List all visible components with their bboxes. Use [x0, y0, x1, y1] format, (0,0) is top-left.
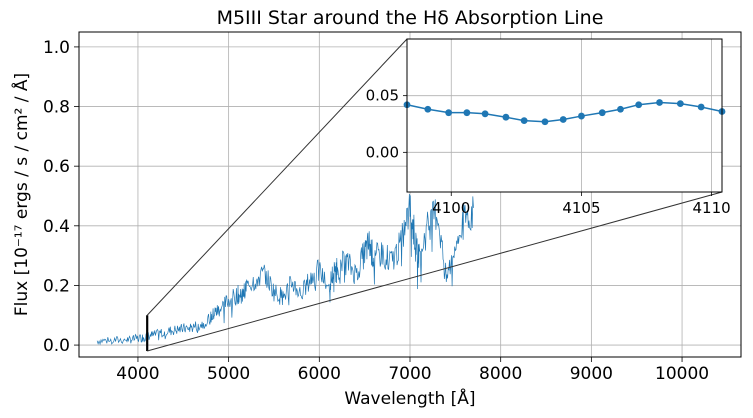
inset-data-point	[481, 110, 489, 118]
x-tick-label: 9000	[570, 364, 613, 384]
y-tick-label: 1.0	[43, 38, 70, 58]
main-ticks: 4000 5000 6000 7000 8000 9000 10000 0.0 0.2 0.4 0.…	[43, 38, 709, 384]
x-tick-label: 10000	[655, 364, 709, 384]
inset-background	[407, 39, 722, 192]
x-tick-label: 7000	[388, 364, 431, 384]
inset-data-point	[424, 105, 432, 113]
inset-data-point	[445, 109, 453, 117]
spectrum-layer	[96, 194, 474, 352]
inset-data-point	[697, 103, 705, 111]
x-tick-label: 4000	[116, 364, 159, 384]
x-tick-label: 6000	[298, 364, 341, 384]
y-axis-label: Flux [10⁻¹⁷ ergs / s / cm² / Å]	[10, 73, 32, 316]
inset-data-point	[541, 118, 549, 126]
y-tick-label: 0.4	[43, 217, 70, 237]
inset-data-point	[635, 101, 643, 109]
x-tick-label: 8000	[479, 364, 522, 384]
inset-y-tick-label: 0.05	[366, 87, 399, 105]
connector-line-top	[146, 38, 408, 316]
plot-frame	[78, 31, 742, 358]
inset-data-point	[559, 116, 567, 123]
x-tick-label: 5000	[207, 364, 250, 384]
inset-plot: 4100 4105 4110 0.00 0.05	[366, 38, 731, 217]
x-axis-label: Wavelength [Å]	[344, 387, 475, 409]
inset-data-point	[463, 109, 471, 117]
inset-data-point	[676, 100, 684, 107]
y-tick-label: 0.8	[43, 98, 70, 118]
inset-x-tick-label: 4110	[692, 199, 730, 217]
inset-x-tick-label: 4100	[432, 199, 470, 217]
inset-x-tick-label: 4105	[562, 199, 600, 217]
inset-data-point	[617, 105, 624, 113]
inset-y-tick-label: 0.00	[366, 143, 399, 161]
inset-data-point	[656, 99, 663, 106]
inset-data-point	[502, 113, 510, 121]
inset-data-point	[598, 109, 606, 117]
connector-line-bottom	[147, 191, 723, 352]
inset-data-point	[520, 117, 528, 124]
chart-title: M5III Star around the Hδ Absorption Line	[217, 7, 604, 29]
y-tick-label: 0.0	[43, 336, 70, 356]
inset-frame	[406, 38, 723, 193]
inset-data-point	[578, 112, 585, 120]
y-tick-label: 0.2	[43, 276, 70, 296]
spectrum-line	[96, 194, 474, 346]
zoom-connectors	[146, 38, 723, 352]
y-tick-label: 0.6	[43, 157, 70, 177]
